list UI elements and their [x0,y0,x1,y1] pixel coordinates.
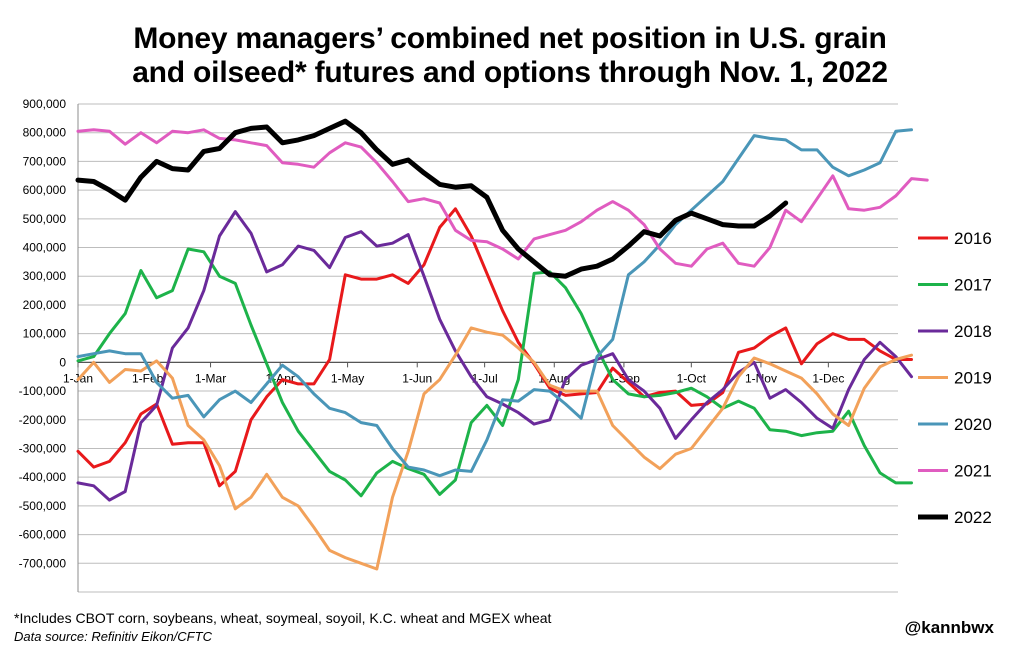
y-tick-label: -400,000 [19,470,67,484]
x-tick-label: 1-Jun [402,371,432,385]
y-tick-label: 600,000 [23,183,67,197]
chart-title-line-2: and oilseed* futures and options through… [132,56,888,89]
y-tick-label: 200,000 [23,298,67,312]
footnote: *Includes CBOT corn, soybeans, wheat, so… [14,610,552,626]
grid [78,103,898,593]
y-tick-label: -700,000 [19,556,67,570]
legend-label-2020: 2020 [954,415,992,434]
y-tick-label: 400,000 [23,241,67,255]
legend-label-2018: 2018 [954,322,992,341]
y-tick-label: -100,000 [19,384,67,398]
series-line-2020 [76,128,913,478]
y-tick-label: 900,000 [23,97,67,111]
legend-label-2021: 2021 [954,462,992,481]
series-line-2021 [76,128,929,268]
series-line-2022 [75,118,789,279]
x-tick-label: 1-Jul [472,371,498,385]
data-source: Data source: Refinitiv Eikon/CFTC [14,629,212,644]
legend: 2016 2017 2018 2019 2020 2021 2022 [918,229,992,527]
series-line-2016 [76,207,913,488]
x-tick-label: 1-Oct [677,371,707,385]
series-line-2017 [76,247,913,498]
y-tick-label: -600,000 [19,528,67,542]
legend-label-2022: 2022 [954,508,992,527]
x-tick-label: 1-May [331,371,364,385]
y-tick-label: 300,000 [23,269,67,283]
series-lines [75,118,929,571]
legend-label-2017: 2017 [954,276,992,295]
y-tick-label: 500,000 [23,212,67,226]
y-tick-label: -200,000 [19,413,67,427]
legend-label-2019: 2019 [954,369,992,388]
series-line-2019 [76,326,913,571]
y-tick-label: -300,000 [19,441,67,455]
x-tick-label: 1-Dec [812,371,844,385]
y-tick-label: 0 [59,355,66,369]
y-axis: 900,000 800,000 700,000 600,000 500,000 400,0… [19,97,79,592]
author-handle: @kannbwx [904,618,994,637]
series-line-2018 [76,210,913,502]
y-tick-label: 100,000 [23,327,67,341]
x-tick-label: 1-Mar [195,371,226,385]
legend-label-2016: 2016 [954,229,992,248]
y-tick-label: 700,000 [23,154,67,168]
y-tick-label: -500,000 [19,499,67,513]
y-tick-label: 800,000 [23,126,67,140]
chart-title-line-1: Money managers’ combined net position in… [133,22,887,55]
chart-title: Money managers’ combined net position in… [40,22,980,90]
